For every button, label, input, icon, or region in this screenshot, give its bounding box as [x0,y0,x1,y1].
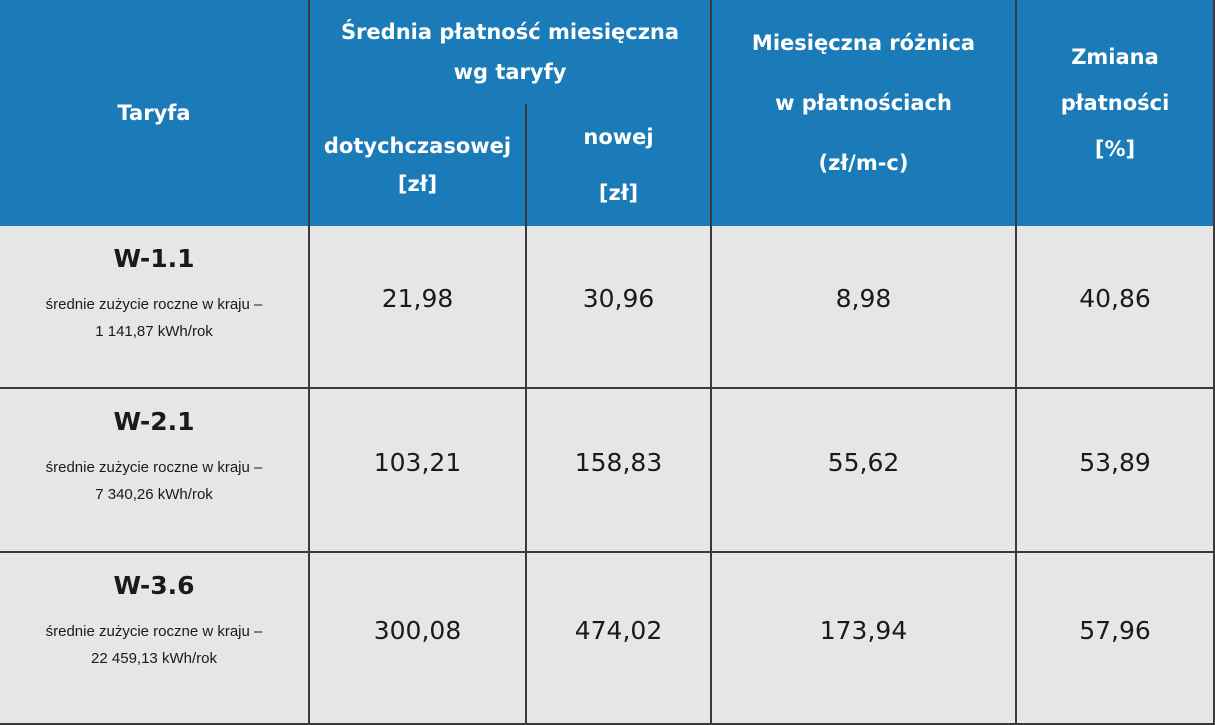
tariff-cell: W-2.1 średnie zużycie roczne w kraju – 7 3… [0,389,310,553]
header-line: w płatnościach [775,91,952,115]
header-text: Taryfa [117,101,191,125]
tariff-note: 22 459,13 kWh/rok [91,650,217,667]
header-cell: Miesięczna różnica w płatnościach (zł/m-c) [712,0,1017,228]
tariff-note: 7 340,26 kWh/rok [95,486,213,503]
header-cell: Taryfa [0,0,310,228]
tariff-name: W-1.1 [113,244,195,273]
value: 103,21 [373,447,462,477]
header-line: dotychczasowej [323,134,512,158]
header-cell: Średnia płatność miesięczna wg taryfy [310,0,712,106]
value: 158,83 [574,447,663,477]
value-cell: 300,08 [310,553,527,725]
tariff-cell: W-3.6 średnie zużycie roczne w kraju – 22 … [0,553,310,725]
header-cell: nowej [zł] [527,104,712,228]
header-line: wg taryfy [453,60,567,84]
tariff-name: W-3.6 [113,571,195,600]
value-cell: 158,83 [527,389,712,553]
value-cell: 173,94 [712,553,1017,725]
header-line: płatności [1060,91,1170,115]
value-cell: 30,96 [527,226,712,389]
header-line: [zł] [397,172,438,196]
value-cell: 40,86 [1017,226,1215,389]
value-cell: 55,62 [712,389,1017,553]
tariff-note: średnie zużycie roczne w kraju – [45,459,263,476]
value-cell: 103,21 [310,389,527,553]
value: 8,98 [835,284,892,313]
header-line: nowej [583,125,654,149]
value: 30,96 [582,284,655,313]
header-line: [%] [1094,137,1136,161]
value: 57,96 [1079,615,1151,645]
value: 474,02 [574,615,663,645]
value: 40,86 [1079,284,1151,313]
value-cell: 53,89 [1017,389,1215,553]
tariff-note: 1 141,87 kWh/rok [95,323,213,340]
value: 173,94 [819,615,908,645]
header-line: [zł] [598,181,639,205]
value: 55,62 [827,447,900,477]
tariff-note: średnie zużycie roczne w kraju – [45,623,263,640]
tariff-name: W-2.1 [113,407,195,436]
value-cell: 474,02 [527,553,712,725]
value-cell: 8,98 [712,226,1017,389]
header-cell: dotychczasowej [zł] [310,104,527,228]
header-line: Zmiana [1071,45,1159,69]
value: 53,89 [1079,447,1151,477]
header-line: Miesięczna różnica [751,31,976,55]
value-cell: 21,98 [310,226,527,389]
value-cell: 57,96 [1017,553,1215,725]
tariff-cell: W-1.1 średnie zużycie roczne w kraju – 1 1… [0,226,310,389]
value: 21,98 [381,284,454,313]
header-line: Średnia płatność miesięczna [340,20,680,44]
value: 300,08 [373,615,462,645]
header-cell: Zmiana płatności [%] [1017,0,1215,228]
tariff-note: średnie zużycie roczne w kraju – [45,296,263,313]
header-line: (zł/m-c) [818,151,909,175]
